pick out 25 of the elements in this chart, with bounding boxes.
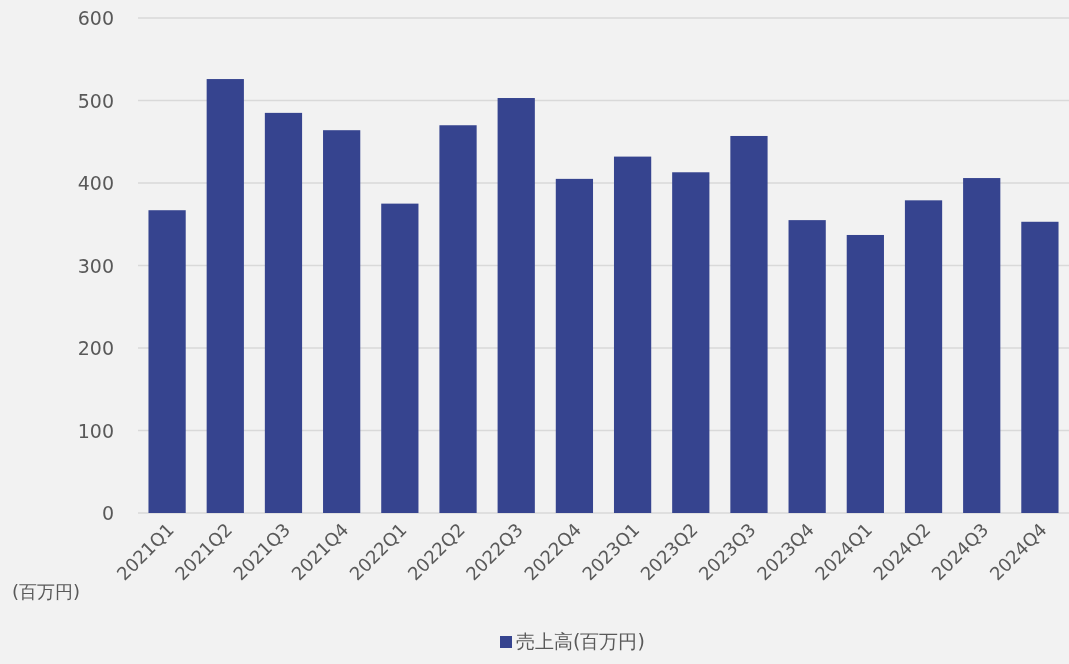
y-tick-label: 400 <box>77 172 114 194</box>
bar <box>497 98 535 513</box>
y-tick-label: 300 <box>77 254 114 277</box>
bar <box>1021 221 1059 513</box>
bar <box>381 203 419 513</box>
bar <box>555 178 594 513</box>
bar <box>613 156 652 513</box>
bar <box>672 172 710 513</box>
bar <box>730 135 768 513</box>
y-tick-label: 100 <box>77 419 114 442</box>
bar <box>439 125 477 513</box>
legend-label: 売上高(百万円) <box>516 630 645 652</box>
bar <box>963 178 1001 513</box>
bar <box>206 79 244 513</box>
bar <box>846 234 884 513</box>
y-axis-title: (百万円) <box>12 581 81 602</box>
y-tick-label: 500 <box>77 89 114 112</box>
y-tick-label: 200 <box>77 337 114 359</box>
y-tick-label: 0 <box>101 502 114 524</box>
bar <box>904 200 943 513</box>
bar <box>788 220 826 513</box>
y-tick-label: 600 <box>77 7 114 29</box>
bar <box>323 130 361 513</box>
bar <box>264 112 303 513</box>
bar <box>148 210 186 513</box>
